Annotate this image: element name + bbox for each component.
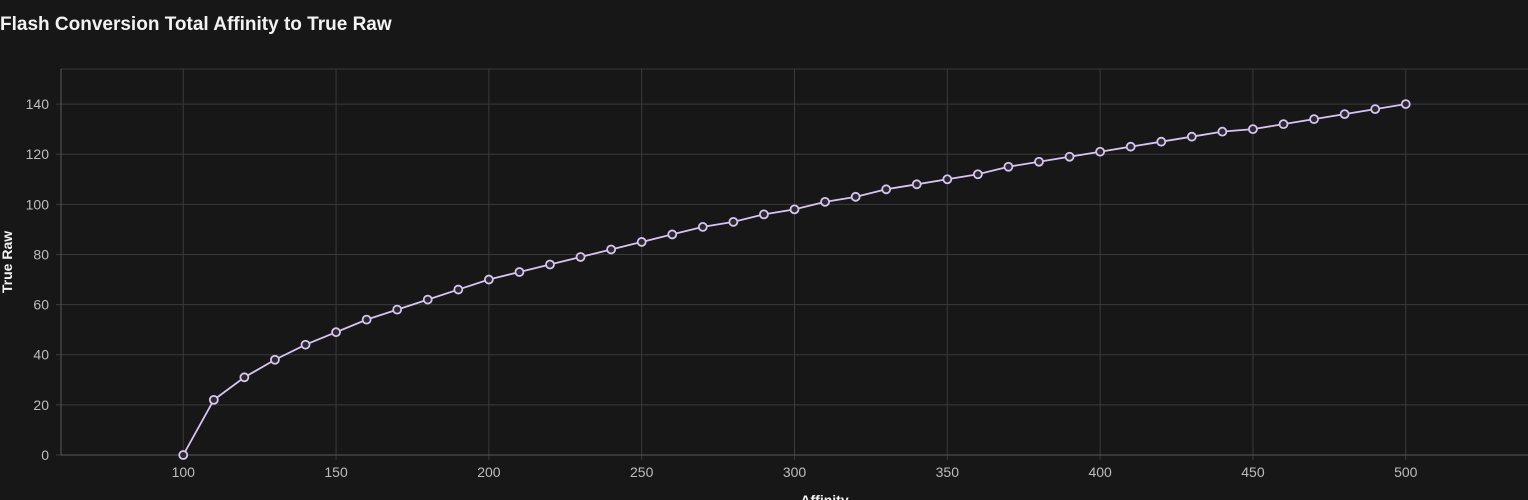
series-layer bbox=[178, 99, 1411, 460]
data-point bbox=[483, 274, 494, 285]
data-point bbox=[1339, 109, 1350, 120]
data-point bbox=[1278, 119, 1289, 130]
data-point bbox=[942, 174, 953, 185]
data-point bbox=[1370, 104, 1381, 115]
data-point bbox=[1217, 126, 1228, 137]
x-tick-label: 100 bbox=[172, 464, 196, 480]
x-tick-label: 300 bbox=[783, 464, 807, 480]
y-tick-label: 100 bbox=[26, 196, 50, 212]
data-point bbox=[789, 204, 800, 215]
y-tick-label: 120 bbox=[26, 146, 50, 162]
x-tick-label: 450 bbox=[1241, 464, 1265, 480]
data-point bbox=[1034, 156, 1044, 167]
data-point bbox=[850, 191, 861, 202]
axis-layer bbox=[60, 69, 1528, 456]
grid-layer bbox=[56, 68, 1528, 460]
data-point bbox=[728, 216, 739, 227]
x-tick-label: 500 bbox=[1394, 464, 1418, 480]
data-point bbox=[1095, 146, 1106, 157]
data-point bbox=[178, 450, 189, 460]
data-point bbox=[1125, 141, 1136, 152]
data-point bbox=[697, 222, 708, 232]
y-axis-title: True Raw bbox=[0, 231, 15, 293]
data-point bbox=[514, 267, 525, 277]
y-tick-label: 60 bbox=[33, 297, 49, 313]
x-tick-label: 400 bbox=[1088, 464, 1112, 480]
y-tick-label: 80 bbox=[33, 246, 49, 262]
data-point bbox=[1186, 131, 1197, 142]
y-tick-label: 0 bbox=[41, 447, 49, 463]
chart-title: Flash Conversion Total Affinity to True … bbox=[0, 14, 392, 35]
x-tick-label: 250 bbox=[630, 464, 654, 480]
data-point bbox=[270, 354, 280, 365]
data-point bbox=[1156, 136, 1167, 147]
y-tick-label: 140 bbox=[26, 96, 50, 112]
x-tick-label: 150 bbox=[324, 464, 348, 480]
data-point bbox=[453, 284, 464, 295]
data-point bbox=[300, 339, 311, 350]
data-point bbox=[606, 244, 617, 255]
data-point bbox=[820, 196, 830, 207]
y-tick-label: 20 bbox=[33, 397, 49, 413]
data-point bbox=[1309, 114, 1319, 125]
data-point bbox=[361, 314, 372, 325]
data-point bbox=[239, 372, 250, 383]
y-tick-label: 40 bbox=[33, 347, 49, 363]
data-point bbox=[667, 229, 678, 240]
data-point bbox=[1400, 99, 1411, 109]
data-point bbox=[392, 304, 403, 315]
x-tick-label: 350 bbox=[936, 464, 960, 480]
data-point bbox=[331, 327, 341, 338]
x-tick-label: 200 bbox=[477, 464, 501, 480]
data-point bbox=[208, 394, 219, 405]
data-point bbox=[759, 209, 769, 220]
data-point bbox=[636, 237, 647, 247]
data-point bbox=[881, 184, 892, 195]
data-point bbox=[1003, 161, 1014, 172]
data-point bbox=[545, 259, 555, 270]
x-axis-title: Affinity bbox=[800, 492, 848, 500]
data-point bbox=[1064, 151, 1075, 162]
data-point bbox=[575, 252, 586, 262]
data-point bbox=[911, 179, 922, 190]
tick-layer: 100 150 200 250 300 350 400 450 500 0 20 40 60 80 100 1… bbox=[26, 96, 1418, 480]
data-point bbox=[972, 169, 983, 180]
data-point bbox=[422, 294, 433, 305]
data-point bbox=[1248, 124, 1258, 135]
